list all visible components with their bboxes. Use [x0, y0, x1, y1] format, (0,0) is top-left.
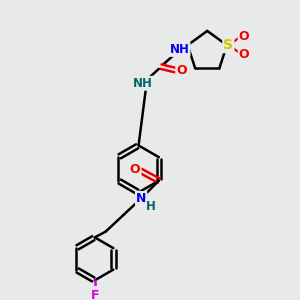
Text: NH: NH: [133, 77, 153, 90]
Text: S: S: [223, 38, 233, 52]
Text: O: O: [176, 64, 187, 76]
Text: O: O: [239, 29, 249, 43]
Text: O: O: [239, 48, 249, 61]
Text: N: N: [136, 192, 146, 205]
Text: O: O: [130, 163, 140, 176]
Text: NH: NH: [170, 43, 190, 56]
Text: F: F: [91, 289, 99, 300]
Text: H: H: [146, 200, 156, 213]
